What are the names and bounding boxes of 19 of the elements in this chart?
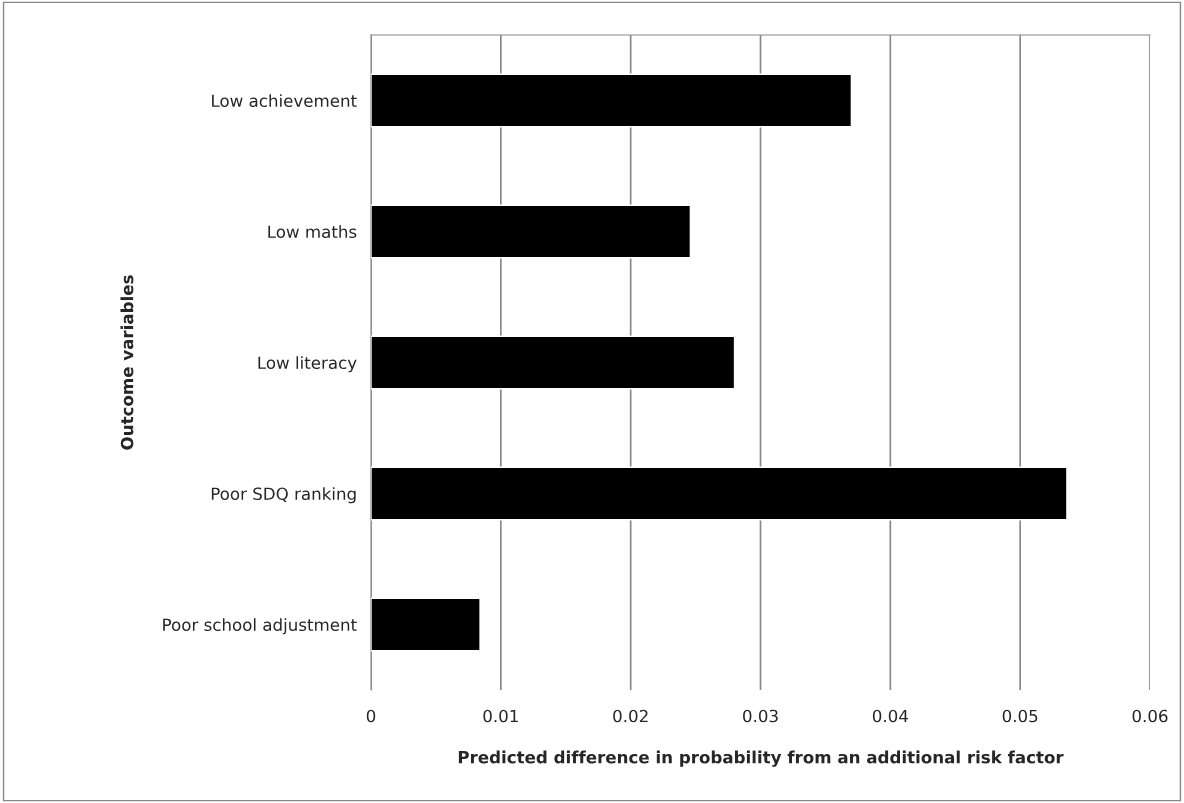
bar (371, 335, 736, 390)
x-tick-label: 0.06 (1132, 709, 1168, 723)
x-tick-label: 0.01 (483, 709, 518, 723)
x-axis-title: Predicted difference in probability from an additional risk factor (458, 750, 1064, 767)
bar (371, 73, 853, 128)
bar (371, 204, 692, 259)
y-axis-title: Outcome variables (120, 275, 134, 450)
x-tick-label: 0.02 (613, 709, 648, 723)
x-tick-label: 0.04 (872, 709, 908, 723)
y-tick-label: Low achievement (212, 94, 357, 108)
y-tick-label: Low maths (268, 225, 357, 239)
bar (371, 597, 481, 652)
bar (371, 466, 1068, 521)
y-tick-label: Low literacy (258, 356, 357, 373)
x-tick-label: 0 (366, 709, 376, 723)
y-tick-label: Poor school adjustment (163, 618, 357, 635)
y-tick-label: Poor SDQ ranking (211, 487, 356, 504)
x-tick-label: 0.05 (1002, 709, 1038, 723)
x-tick-label: 0.03 (743, 709, 778, 723)
